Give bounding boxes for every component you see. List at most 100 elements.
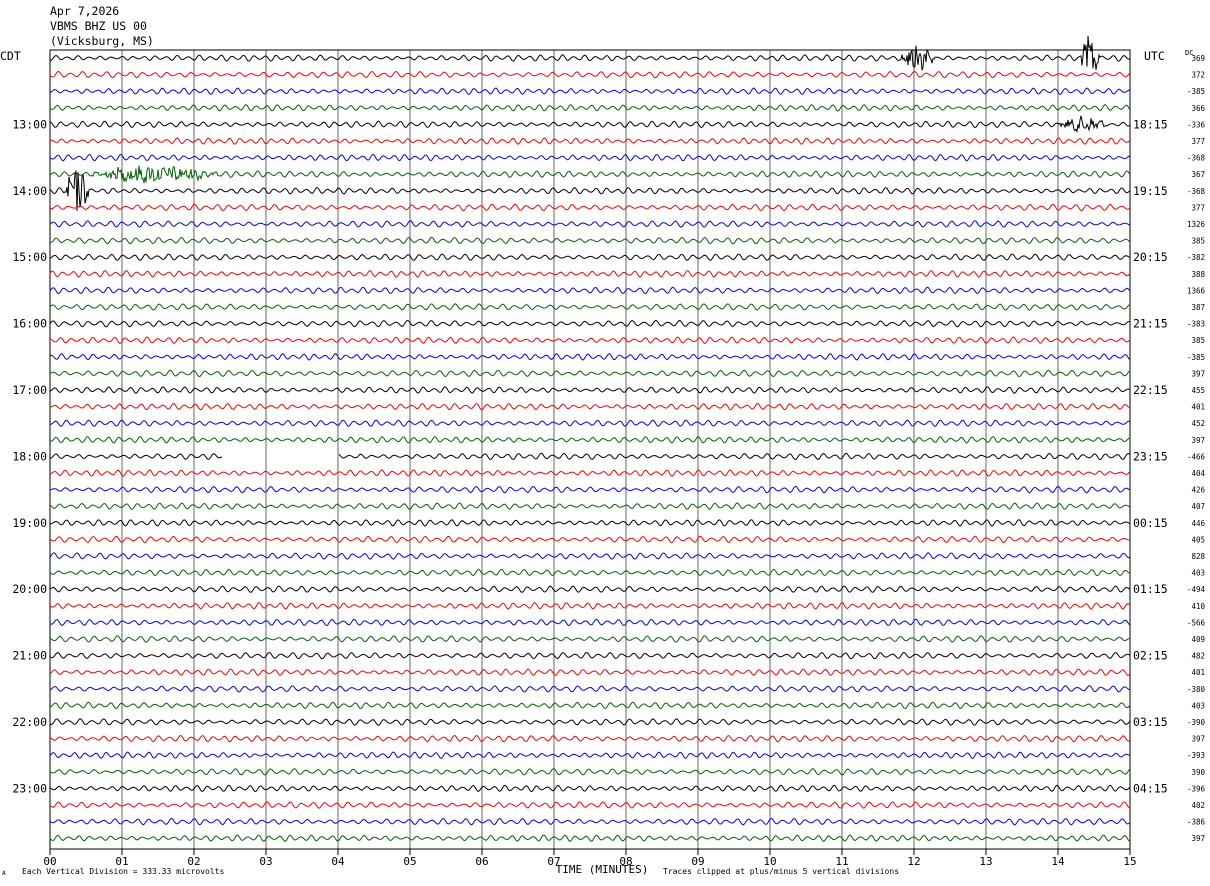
right-hour-label: 18:15	[1133, 117, 1168, 131]
left-hour-label: 19:00	[12, 516, 47, 530]
dc-offset-label: 404	[1191, 469, 1205, 478]
trace-line	[49, 353, 1131, 361]
trace-line	[49, 286, 1131, 295]
x-tick-label: 14	[1051, 855, 1065, 868]
dc-offset-label: 403	[1191, 701, 1205, 710]
trace-line	[49, 585, 1131, 593]
x-tick-label: 15	[1123, 855, 1136, 868]
trace-line	[49, 801, 1131, 809]
trace-line	[49, 618, 1131, 627]
trace-line	[49, 87, 1131, 95]
dc-offset-label: -368	[1187, 187, 1206, 196]
trace-line	[49, 519, 1131, 527]
left-hour-label: 13:00	[12, 117, 47, 131]
x-tick-label: 09	[691, 855, 704, 868]
trace-line	[49, 784, 1131, 793]
right-hour-label: 19:15	[1133, 184, 1168, 198]
dc-offset-label: 372	[1191, 71, 1205, 80]
left-hour-label: 15:00	[12, 250, 47, 264]
dc-offset-label: 387	[1191, 303, 1205, 312]
dc-offset-label: 367	[1191, 170, 1205, 179]
trace-line	[49, 718, 1131, 726]
dc-offset-label: -336	[1187, 120, 1206, 129]
trace-line	[49, 469, 1131, 477]
dc-offset-label: -385	[1187, 87, 1205, 96]
right-hour-label: 02:15	[1133, 649, 1168, 663]
left-hour-label: 17:00	[12, 383, 47, 397]
dc-offset-label: 446	[1191, 519, 1205, 528]
trace-line	[49, 436, 1131, 444]
trace-line	[49, 685, 1131, 693]
left-hour-label: 16:00	[12, 317, 47, 331]
trace-line	[49, 651, 1131, 660]
dc-offset-label: 397	[1191, 834, 1205, 843]
dc-offset-label: 403	[1191, 569, 1205, 578]
x-tick-label: 10	[763, 855, 776, 868]
trace-line	[49, 153, 1131, 162]
x-tick-label: 01	[115, 855, 128, 868]
right-hour-label: 00:15	[1133, 516, 1168, 530]
trace-line	[49, 165, 1131, 184]
dc-offset-label: 405	[1191, 535, 1205, 544]
dc-offset-label: 410	[1191, 602, 1205, 611]
trace-line	[49, 253, 1131, 261]
x-tick-label: 06	[475, 855, 488, 868]
seismic-traces	[49, 35, 1131, 842]
dc-offset-label: -368	[1187, 154, 1206, 163]
dc-offset-label: 409	[1191, 635, 1205, 644]
trace-line	[49, 70, 1131, 79]
dc-offset-label: 377	[1191, 137, 1205, 146]
trace-line	[49, 668, 1131, 676]
trace-line	[49, 751, 1131, 759]
dc-offset-label: 397	[1191, 369, 1205, 378]
x-tick-label: 13	[979, 855, 992, 868]
trace-line	[49, 735, 1131, 743]
trace-line	[49, 115, 1131, 133]
trace-line	[49, 137, 1131, 145]
right-hour-label: 04:15	[1133, 781, 1168, 795]
left-hour-labels: 13:00 14:00 15:00 16:00 17:00 18:00 19:00 20:00…	[12, 117, 47, 795]
dc-offset-label: 482	[1191, 652, 1205, 661]
trace-line	[49, 319, 1131, 328]
trace-line	[49, 270, 1131, 278]
dc-offset-label: -393	[1187, 751, 1205, 760]
trace-line	[49, 236, 1131, 245]
trace-line	[49, 386, 1131, 394]
dc-offset-label: 397	[1191, 735, 1205, 744]
corner-mark: A	[2, 870, 6, 877]
trace-line	[49, 817, 1131, 826]
x-tick-label: 08	[619, 855, 632, 868]
trace-line	[49, 35, 1131, 71]
right-hour-label: 22:15	[1133, 383, 1168, 397]
right-timezone-label: UTC	[1144, 49, 1165, 63]
trace-line	[49, 452, 1131, 461]
x-tick-label: 03	[259, 855, 272, 868]
plot-frame	[49, 49, 1131, 850]
dc-offset-label: -383	[1187, 320, 1205, 329]
plot-grid	[49, 49, 1131, 850]
trace-line	[49, 402, 1131, 411]
dc-offset-label: 397	[1191, 436, 1205, 445]
dc-offset-label: 385	[1191, 336, 1205, 345]
dc-offset-label: 401	[1191, 668, 1205, 677]
dc-offset-label: -380	[1187, 685, 1206, 694]
left-timezone-label: CDT	[0, 49, 21, 63]
plot-date: Apr 7,2026	[50, 4, 120, 18]
dc-offset-label: 1366	[1187, 286, 1206, 295]
trace-line	[49, 768, 1131, 776]
trace-line	[49, 203, 1131, 212]
dc-offset-label: 401	[1191, 403, 1205, 412]
trace-line	[49, 568, 1131, 577]
trace-line	[49, 701, 1131, 710]
dc-offset-label: 390	[1191, 768, 1205, 777]
dc-offset-label: -396	[1187, 784, 1206, 793]
station-code: VBMS BHZ US 00	[50, 19, 147, 33]
x-tick-label: 11	[835, 855, 848, 868]
left-hour-label: 14:00	[12, 184, 47, 198]
left-hour-label: 18:00	[12, 449, 47, 463]
dc-offset-labels: 369 372 -385 366 -336 377 -368 367 -368 377 1326 38…	[1187, 54, 1206, 843]
scale-note: Each Vertical Division = 333.33 microvol…	[22, 867, 225, 876]
trace-line	[49, 552, 1131, 560]
trace-line	[49, 104, 1131, 112]
